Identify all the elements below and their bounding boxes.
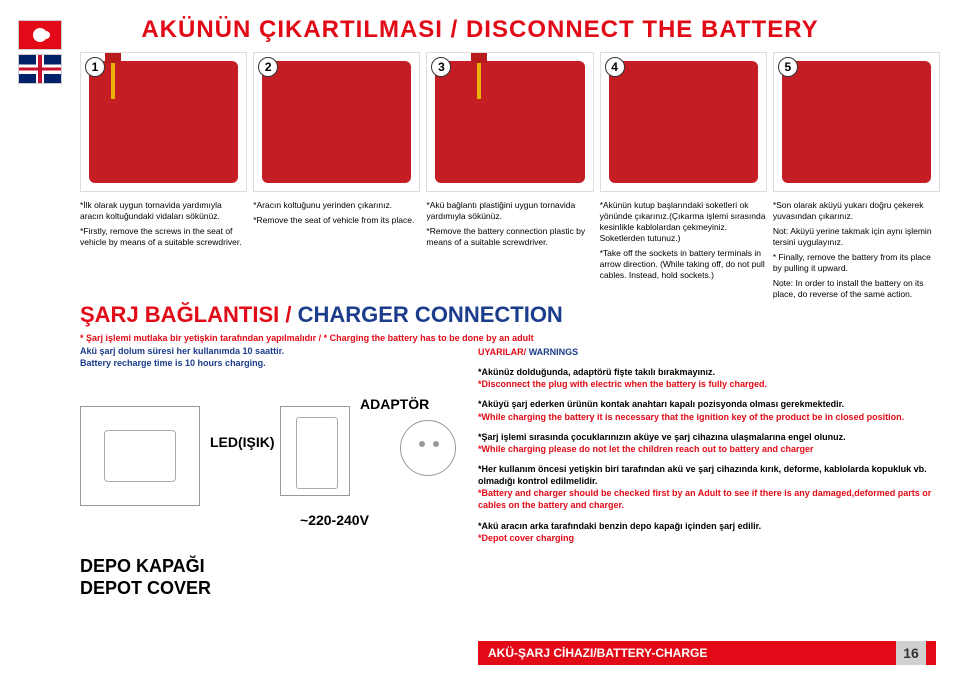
depot-cover-title: DEPO KAPAĞI DEPOT COVER (80, 556, 211, 599)
section-charger-title: ŞARJ BAĞLANTISI / CHARGER CONNECTION (80, 302, 563, 328)
step-5: 5 (773, 52, 940, 192)
footer-label: AKÜ-ŞARJ CİHAZI/BATTERY-CHARGE (488, 646, 707, 660)
page-number: 16 (896, 641, 926, 665)
voltage-label: ~220-240V (300, 512, 369, 528)
step-num-5: 5 (778, 57, 798, 77)
plug-icon (400, 420, 456, 476)
page-title: AKÜNÜN ÇIKARTILMASI / DISCONNECT THE BAT… (0, 16, 960, 44)
charge-note: * Şarj işlemi mutlaka bir yetişkin taraf… (80, 332, 534, 370)
step-num-4: 4 (605, 57, 625, 77)
step-num-1: 1 (85, 57, 105, 77)
step-3: 3 (426, 52, 593, 192)
footer-bar: AKÜ-ŞARJ CİHAZI/BATTERY-CHARGE 16 (478, 641, 936, 665)
step-captions: *İlk olarak uygun tornavida yardımıyla a… (80, 200, 940, 304)
flag-uk (18, 54, 62, 84)
step-4: 4 (600, 52, 767, 192)
step-1: 1 (80, 52, 247, 192)
step-images: 1 2 3 4 5 (80, 52, 940, 192)
caption-1: *İlk olarak uygun tornavida yardımıyla a… (80, 200, 247, 304)
caption-2: *Aracın koltuğunu yerinden çıkarınız. *R… (253, 200, 420, 304)
warnings-block: UYARILAR/ WARNINGS *Akünüz dolduğunda, a… (478, 346, 936, 552)
led-label: LED(IŞIK) (210, 434, 275, 450)
caption-5: *Son olarak aküyü yukarı doğru çekerek y… (773, 200, 940, 304)
adaptor-box (280, 406, 350, 496)
depot-box (80, 406, 200, 506)
adaptor-label: ADAPTÖR (360, 396, 429, 412)
caption-3: *Akü bağlantı plastiğini uygun tornavida… (426, 200, 593, 304)
step-2: 2 (253, 52, 420, 192)
caption-4: *Akünün kutup başlarındaki soketleri ok … (600, 200, 767, 304)
charger-diagram: LED(IŞIK) ADAPTÖR ~220-240V (80, 376, 460, 526)
